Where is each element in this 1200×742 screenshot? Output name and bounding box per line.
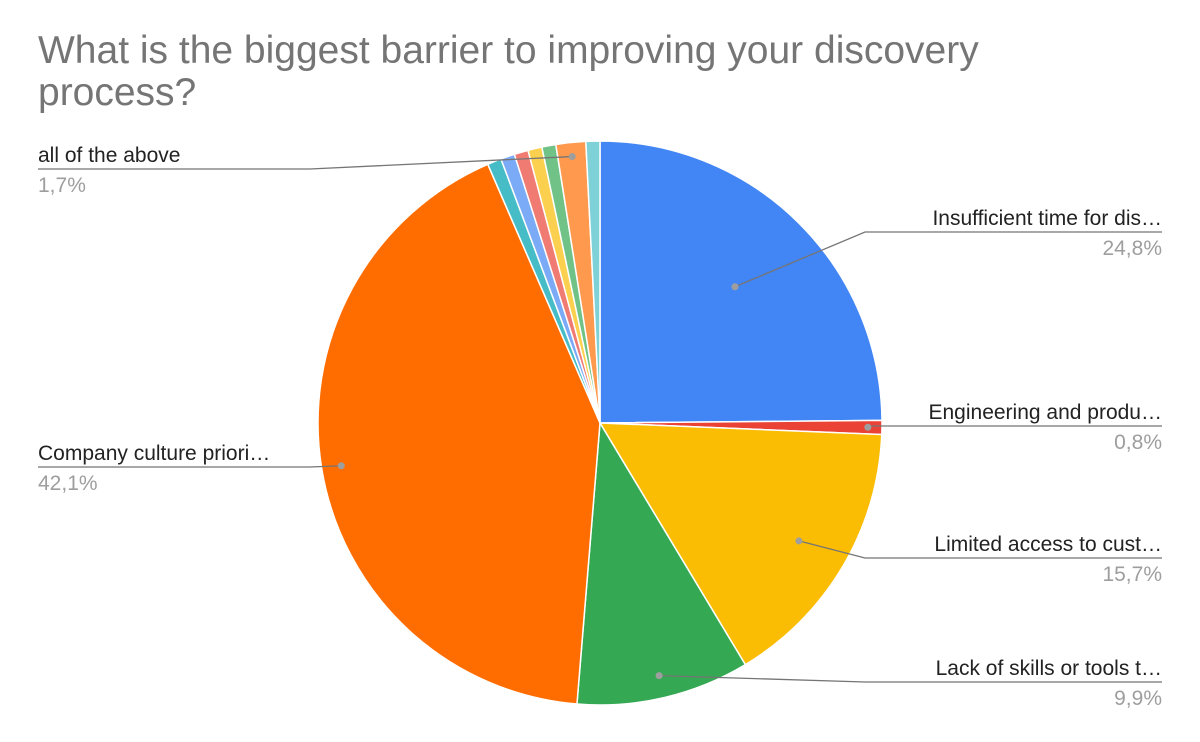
slice-label-10: all of the above bbox=[38, 144, 180, 167]
pie-slice-3 bbox=[576, 420, 747, 706]
leader-dot-4 bbox=[337, 462, 345, 470]
slice-label-0: Insufficient time for dis… bbox=[932, 207, 1162, 230]
slice-percent-4: 42,1% bbox=[38, 472, 98, 495]
leader-line-10 bbox=[38, 155, 573, 170]
slice-percent-1: 0,8% bbox=[1114, 431, 1162, 454]
slice-label-4: Company culture priori… bbox=[38, 442, 270, 465]
leader-line-3 bbox=[659, 674, 1162, 683]
slice-label-3: Lack of skills or tools t… bbox=[936, 657, 1162, 680]
leader-dot-0 bbox=[731, 283, 739, 291]
pie-slice-4 bbox=[317, 163, 601, 705]
leader-line-2 bbox=[798, 540, 1162, 559]
leader-dot-3 bbox=[655, 672, 663, 680]
leader-lines bbox=[38, 153, 1162, 683]
pie-slices bbox=[317, 140, 883, 706]
slice-percent-3: 9,9% bbox=[1114, 687, 1162, 710]
leader-dot-2 bbox=[795, 537, 803, 545]
leader-line-1 bbox=[864, 425, 1162, 428]
slice-percent-2: 15,7% bbox=[1102, 563, 1162, 586]
slice-labels: Insufficient time for dis… 24,8% Engineeri… bbox=[38, 144, 1162, 710]
pie-slice-11 bbox=[585, 140, 601, 424]
leader-line-4 bbox=[38, 465, 342, 468]
slice-percent-10: 1,7% bbox=[38, 174, 86, 197]
leader-line-0 bbox=[734, 231, 1162, 288]
slice-label-1: Engineering and produ… bbox=[928, 401, 1162, 424]
slice-label-2: Limited access to cust… bbox=[934, 533, 1162, 556]
leader-dot-10 bbox=[568, 153, 576, 161]
leader-dot-1 bbox=[864, 423, 872, 431]
pie-slice-0 bbox=[599, 140, 883, 424]
slice-percent-0: 24,8% bbox=[1102, 237, 1162, 260]
pie-slice-2 bbox=[598, 422, 883, 666]
chart-title: What is the biggest barrier to improving… bbox=[38, 29, 979, 114]
